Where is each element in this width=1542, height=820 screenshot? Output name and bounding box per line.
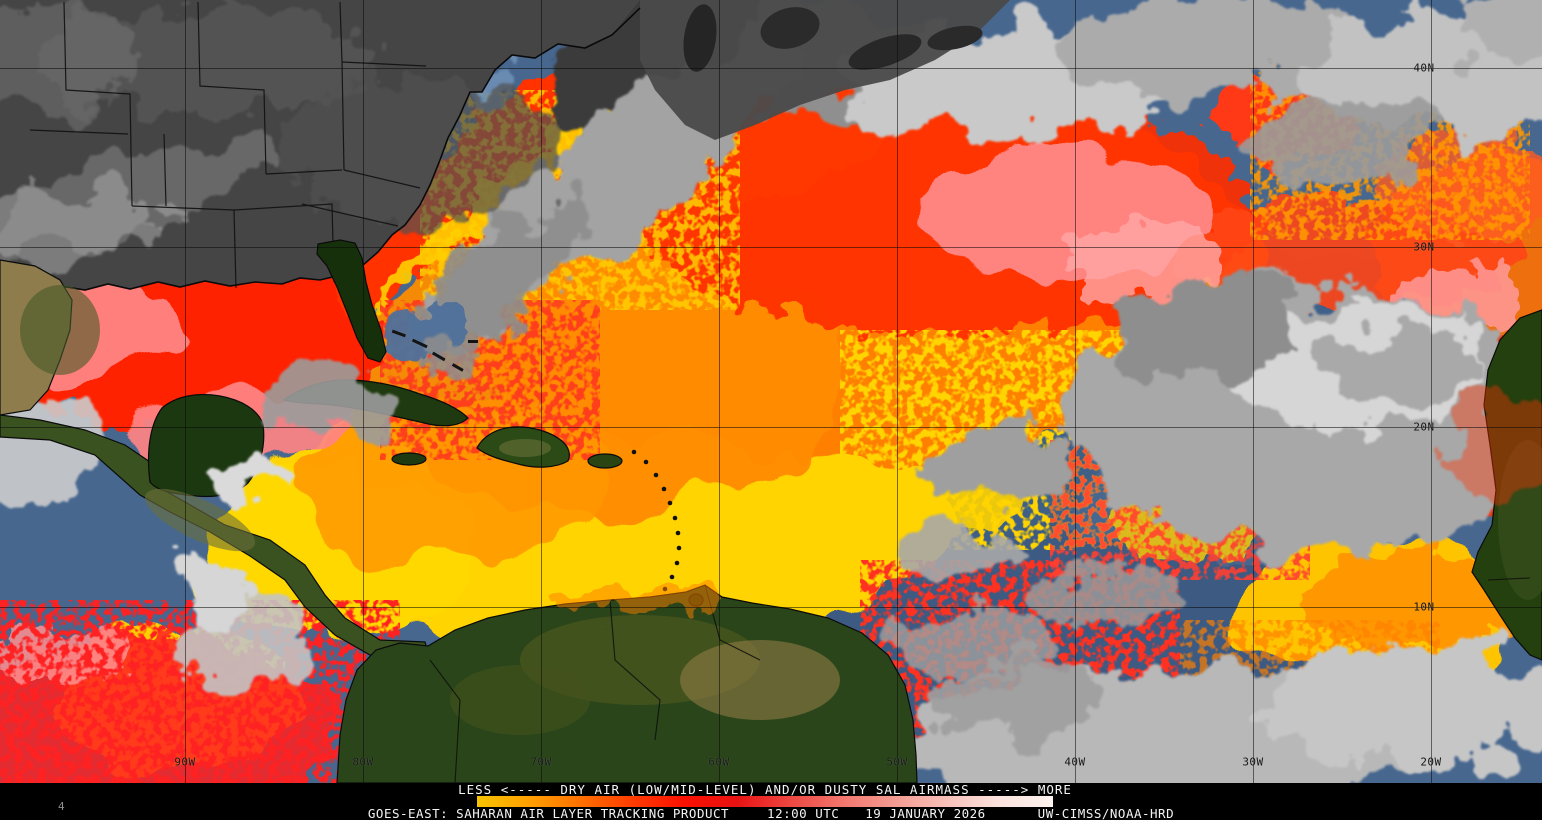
- state-borders: [29, 1, 427, 289]
- product-caption: GOES-EAST: SAHARAN AIR LAYER TRACKING PR…: [367, 806, 1175, 820]
- us-coastline: [0, 7, 641, 293]
- colorbar: [477, 796, 1053, 807]
- gridline-30w: [1253, 0, 1254, 783]
- satellite-imagery-scene: [0, 0, 1542, 783]
- gridline-90w: [185, 0, 186, 783]
- cloud-layer: [0, 0, 1542, 783]
- land-layer: [0, 239, 1542, 783]
- product-time: 12:00 UTC: [767, 806, 840, 820]
- lat-label-30n: 30N: [1413, 240, 1435, 254]
- jamaica-landmass: [391, 452, 427, 466]
- lon-label-40w: 40W: [1064, 755, 1086, 769]
- lesser-antilles-islands: [631, 449, 682, 592]
- legend-strip: 4 LESS <----- DRY AIR (LOW/MID-LEVEL) AN…: [0, 783, 1542, 820]
- lake-huron: [760, 7, 820, 49]
- lat-label-40n: 40N: [1413, 61, 1435, 75]
- us-land-layer: [0, 0, 1010, 293]
- gridline-30n: [0, 247, 1542, 248]
- lake-erie: [848, 34, 922, 70]
- gridline-20w: [1431, 0, 1432, 783]
- gridline-40n: [0, 68, 1542, 69]
- lon-label-80w: 80W: [352, 755, 374, 769]
- lon-label-60w: 60W: [708, 755, 730, 769]
- gridline-60w: [719, 0, 720, 783]
- lake-michigan: [683, 4, 717, 72]
- gridline-80w: [363, 0, 364, 783]
- lat-label-10n: 10N: [1413, 600, 1435, 614]
- florida-landmass: [316, 239, 387, 363]
- gridline-70w: [541, 0, 542, 783]
- lon-label-90w: 90W: [174, 755, 196, 769]
- product-title: GOES-EAST: SAHARAN AIR LAYER TRACKING PR…: [367, 806, 730, 820]
- lon-label-70w: 70W: [530, 755, 552, 769]
- product-credit: UW-CIMSS/NOAA-HRD: [1037, 806, 1175, 820]
- product-date: 19 JANUARY 2026: [865, 806, 986, 820]
- lon-label-30w: 30W: [1242, 755, 1264, 769]
- lat-label-20n: 20N: [1413, 420, 1435, 434]
- lake-ontario: [927, 25, 983, 51]
- colorbar-scale-text: LESS <----- DRY AIR (LOW/MID-LEVEL) AND/…: [458, 782, 1072, 797]
- corner-mark: 4: [58, 800, 65, 813]
- gridline-40w: [1075, 0, 1076, 783]
- country-borders: [429, 577, 1531, 783]
- puerto-rico-landmass: [587, 453, 623, 469]
- gridline-20n: [0, 427, 1542, 428]
- gridline-10n: [0, 607, 1542, 608]
- bahamas-islands: [391, 329, 478, 372]
- gridline-50w: [897, 0, 898, 783]
- us-northeast-landmass: [640, 0, 1010, 140]
- satellite-map: 90W 80W 70W 60W 50W 40W 30W 20W 40N 30N 20N 10N: [0, 0, 1542, 783]
- lon-label-20w: 20W: [1420, 755, 1442, 769]
- lon-label-50w: 50W: [886, 755, 908, 769]
